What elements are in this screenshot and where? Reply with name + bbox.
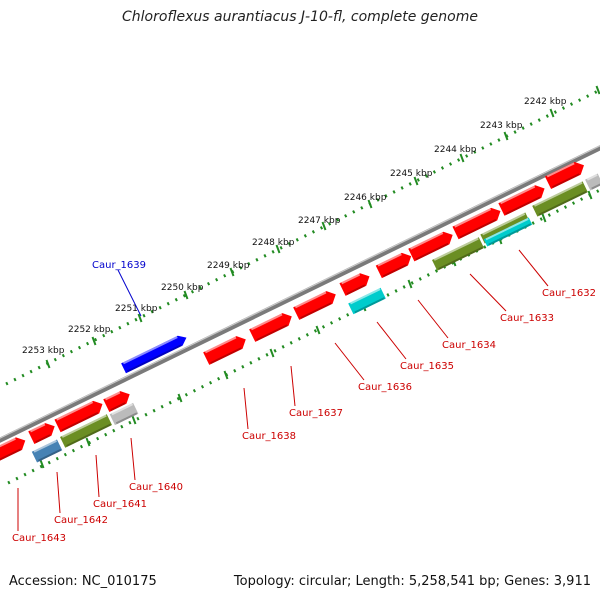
outer-ruler-tick <box>137 313 143 323</box>
gene-label-group: Caur_1632 Caur_1633 Caur_1634 Caur_1635 Caur… <box>12 249 596 544</box>
inner-ruler-tick <box>177 393 183 403</box>
ruler-label: 2242 kbp <box>524 97 567 107</box>
outer-ruler-tick <box>503 131 509 141</box>
gene-label[interactable]: Caur_1633 <box>500 313 554 324</box>
steel-feature <box>31 439 63 463</box>
outer-ruler-tick <box>321 221 327 231</box>
olive-feature <box>532 181 588 217</box>
outer-ruler-tick <box>45 359 51 369</box>
outer-ruler-tick <box>367 199 373 209</box>
forward-gene <box>103 391 130 412</box>
ruler-label: 2250 kbp <box>161 283 204 293</box>
gene-label-connector <box>376 321 407 360</box>
ruler-label: 2243 kbp <box>480 121 523 131</box>
cyan-feature <box>483 217 533 247</box>
gene-label-connector <box>95 454 100 498</box>
outer-ruler-tick <box>413 176 419 186</box>
ruler-label: 2253 kbp <box>22 346 65 356</box>
gene-label[interactable]: Caur_1643 <box>12 533 66 544</box>
genome-backbone-highlight <box>0 145 600 439</box>
forward-gene <box>375 252 412 279</box>
gene-label[interactable]: Caur_1634 <box>442 340 496 351</box>
gene-label-connector <box>469 273 507 312</box>
forward-gene <box>203 336 246 365</box>
forward-gene <box>0 437 26 462</box>
forward-gene <box>452 207 501 240</box>
forward-gene <box>544 162 584 190</box>
inner-ruler-tick <box>407 279 413 289</box>
cyan-feature <box>348 287 386 315</box>
ruler-label: 2245 kbp <box>390 169 433 179</box>
gene-label[interactable]: Caur_1640 <box>129 482 183 493</box>
inner-ruler-tick <box>223 370 229 380</box>
gene-label[interactable]: Caur_1638 <box>242 431 296 442</box>
forward-gene <box>408 231 453 262</box>
grey-feature <box>585 173 600 191</box>
highlighted-gene-label[interactable]: Caur_1639 <box>92 260 146 271</box>
gene-label[interactable]: Caur_1636 <box>358 382 412 393</box>
gene-label[interactable]: Caur_1641 <box>93 499 147 510</box>
ruler-label: 2251 kbp <box>115 304 158 314</box>
gene-label-connector <box>334 342 365 381</box>
forward-gene <box>498 185 545 216</box>
gene-label-connector <box>117 269 142 317</box>
outer-ruler-tick <box>275 244 281 254</box>
gene-label[interactable]: Caur_1637 <box>289 408 343 419</box>
genome-summary-text: Topology: circular; Length: 5,258,541 bp… <box>233 574 591 589</box>
gene-features <box>0 162 600 463</box>
forward-gene <box>249 313 292 342</box>
map-title: Chloroflexus aurantiacus J-10-fl, comple… <box>122 9 478 25</box>
ruler-label: 2252 kbp <box>68 325 111 335</box>
gene-label-connector <box>417 299 449 339</box>
grey-feature <box>109 402 139 426</box>
accession-text: Accession: NC_010175 <box>9 574 157 589</box>
gene-label-connector <box>56 471 61 514</box>
ruler-ticks: 2242 kbp 2243 kbp 2244 kbp 2245 kbp 2246 kbp… <box>22 85 600 469</box>
inner-ruler-tick <box>85 437 91 447</box>
gene-label-connector <box>243 387 249 430</box>
highlighted-gene <box>121 335 187 374</box>
inner-ruler-tick <box>131 415 137 425</box>
outer-ruler-tick <box>91 336 97 346</box>
olive-feature <box>431 237 485 271</box>
ruler-label: 2249 kbp <box>207 261 250 271</box>
outer-ruler-tick <box>229 267 235 277</box>
ruler-label: 2246 kbp <box>344 193 387 203</box>
genome-backbone <box>0 145 600 443</box>
inner-ruler-tick <box>39 459 45 469</box>
outer-ruler-tick <box>183 290 189 300</box>
inner-ruler-tick <box>541 213 547 223</box>
inner-ruler-tick <box>315 325 321 335</box>
gene-label[interactable]: Caur_1632 <box>542 288 596 299</box>
ruler-label: 2244 kbp <box>434 145 477 155</box>
forward-gene <box>28 423 55 444</box>
gene-label-connector <box>130 437 136 481</box>
gene-label-connector <box>518 249 549 287</box>
outer-ruler-tick <box>595 85 600 95</box>
forward-gene <box>54 400 103 433</box>
ruler-label: 2247 kbp <box>298 216 341 226</box>
gene-label-connector <box>290 365 296 407</box>
ruler-label: 2248 kbp <box>252 238 295 248</box>
olive-feature <box>59 414 113 448</box>
forward-gene <box>339 273 370 296</box>
inner-ruler-tick <box>587 190 593 200</box>
gene-label[interactable]: Caur_1642 <box>54 515 108 526</box>
outer-ruler-tick <box>459 153 465 163</box>
outer-ruler-line <box>5 88 600 386</box>
forward-gene <box>293 291 336 320</box>
inner-ruler-tick <box>269 348 275 358</box>
outer-ruler-tick <box>549 108 555 118</box>
gene-label[interactable]: Caur_1635 <box>400 361 454 372</box>
